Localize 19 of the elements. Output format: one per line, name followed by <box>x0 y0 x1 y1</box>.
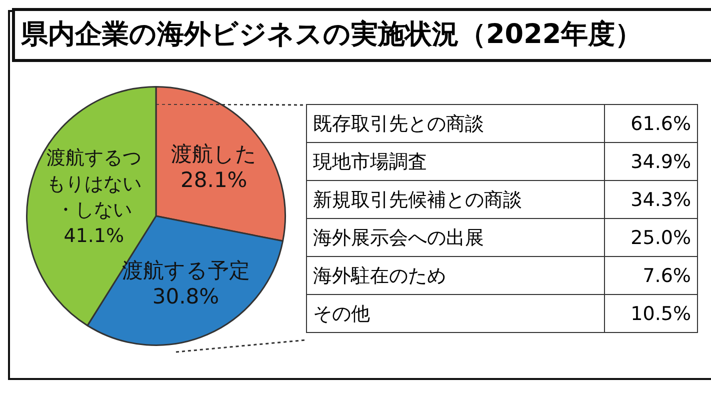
slice-label: 渡航した <box>170 142 257 166</box>
category-label: 既存取引先との商談 <box>306 104 604 142</box>
data-label: 34.3% <box>604 180 698 218</box>
data-label: 30.8% <box>152 284 220 308</box>
category-label: その他 <box>306 294 604 332</box>
data-label: 61.6% <box>604 104 698 142</box>
data-label: 41.1% <box>64 225 124 248</box>
category-label: 新規取引先候補との商談 <box>306 180 604 218</box>
slice-label: 渡航するつもりはない・しない <box>46 147 142 222</box>
category-label: 海外展示会への出展 <box>306 218 604 256</box>
data-label: 10.5% <box>604 294 698 332</box>
chart-title: 県内企業の海外ビジネスの実施状況（2022年度） <box>12 8 711 62</box>
category-label: 海外駐在のため <box>306 256 604 294</box>
data-label: 34.9% <box>604 142 698 180</box>
category-label: 現地市場調査 <box>306 142 604 180</box>
slice-label: 渡航する予定 <box>122 258 250 282</box>
data-label: 7.6% <box>604 256 698 294</box>
data-label: 28.1% <box>180 168 248 192</box>
data-label: 25.0% <box>604 218 698 256</box>
